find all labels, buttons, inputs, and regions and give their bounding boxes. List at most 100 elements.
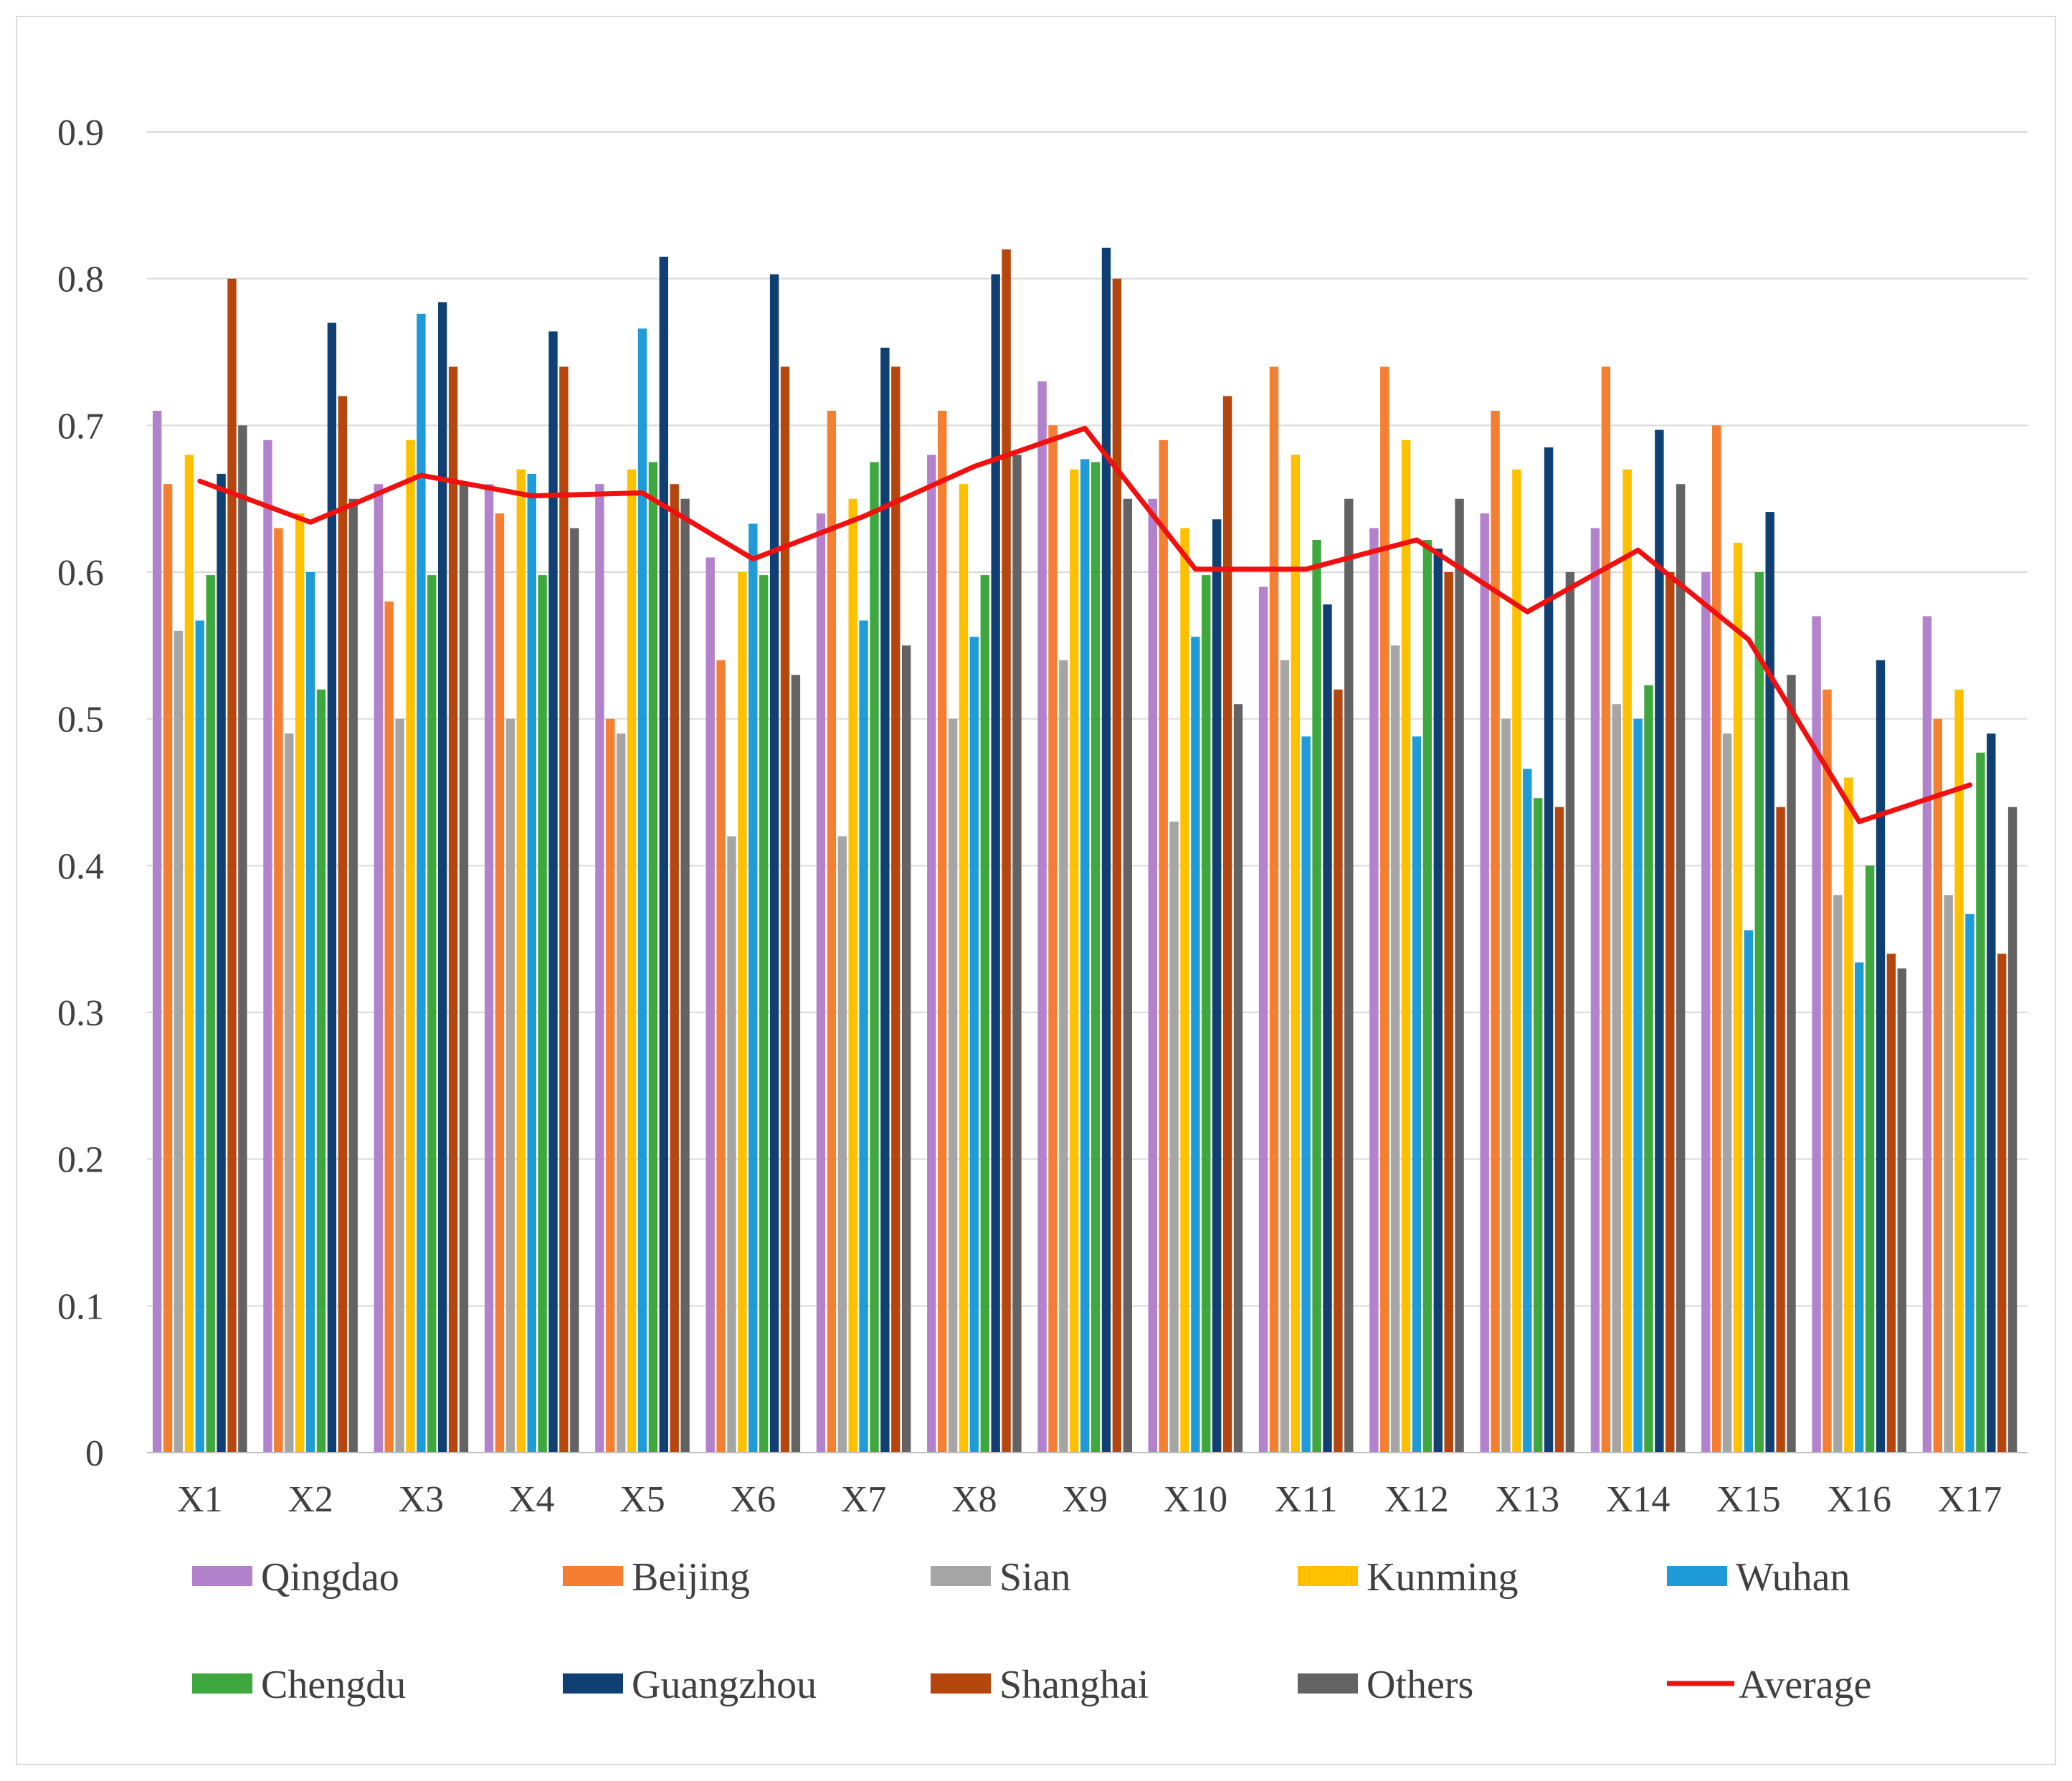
bar-wuhan-x16 [1855, 962, 1864, 1453]
bar-qingdao-x5 [595, 484, 604, 1453]
legend-swatch [931, 1566, 991, 1586]
bar-shanghai-x13 [1554, 807, 1564, 1453]
bar-qingdao-x12 [1369, 528, 1379, 1453]
legend-label: Average [1739, 1663, 1872, 1707]
bar-kunming-x8 [959, 484, 969, 1453]
bar-guangzhou-x2 [327, 323, 337, 1453]
bar-wuhan-x15 [1744, 930, 1754, 1453]
legend-item-chengdu: Chengdu [192, 1663, 406, 1707]
bar-qingdao-x3 [374, 484, 383, 1453]
bar-shanghai-x12 [1444, 572, 1453, 1453]
x-tick-label: X17 [1938, 1479, 2002, 1520]
bar-shanghai-x14 [1665, 572, 1675, 1453]
x-tick-label: X13 [1496, 1479, 1560, 1520]
bar-beijing-x14 [1601, 366, 1611, 1453]
bar-qingdao-x2 [263, 440, 272, 1453]
bar-kunming-x12 [1401, 440, 1411, 1453]
legend-item-average: Average [1667, 1663, 1872, 1707]
bar-kunming-x15 [1733, 543, 1743, 1453]
bar-wuhan-x3 [417, 313, 426, 1453]
bar-qingdao-x14 [1590, 528, 1600, 1453]
bar-qingdao-x1 [153, 410, 162, 1453]
bar-guangzhou-x14 [1655, 429, 1664, 1453]
legend-label: Guangzhou [632, 1663, 817, 1707]
bar-chengdu-x6 [759, 575, 769, 1453]
bar-others-x5 [680, 498, 690, 1453]
bar-kunming-x9 [1070, 469, 1079, 1453]
bar-sian-x6 [727, 836, 736, 1453]
bar-kunming-x4 [516, 469, 526, 1453]
bar-sian-x10 [1169, 821, 1179, 1453]
bar-beijing-x5 [606, 718, 615, 1453]
legend-swatch [192, 1673, 252, 1694]
bar-sian-x1 [174, 630, 184, 1453]
bar-chengdu-x4 [538, 575, 547, 1453]
legend: Qingdao Beijing Sian Kunming Wuhan Chengdu Gua… [192, 1555, 1872, 1707]
bar-kunming-x5 [627, 469, 637, 1453]
bar-shanghai-x16 [1886, 954, 1896, 1453]
x-tick-label: X16 [1827, 1479, 1891, 1520]
bar-shanghai-x7 [891, 366, 900, 1453]
bar-wuhan-x17 [1965, 913, 1974, 1453]
x-tick-label: X12 [1384, 1479, 1449, 1520]
x-tick-label: X7 [841, 1479, 887, 1520]
bar-beijing-x11 [1269, 366, 1279, 1453]
x-tick-label: X10 [1164, 1479, 1228, 1520]
bar-shanghai-x6 [780, 366, 790, 1453]
bar-others-x14 [1676, 484, 1686, 1453]
legend-swatch [563, 1673, 623, 1694]
y-tick-label: 0.3 [57, 993, 104, 1034]
bar-sian-x8 [948, 718, 958, 1453]
bar-beijing-x12 [1380, 366, 1389, 1453]
bar-chengdu-x17 [1976, 752, 1985, 1453]
legend-item-kunming: Kunming [1298, 1555, 1519, 1600]
bar-qingdao-x6 [705, 557, 715, 1453]
bar-chengdu-x3 [427, 575, 437, 1453]
bar-qingdao-x7 [816, 513, 826, 1453]
bar-chengdu-x8 [980, 575, 989, 1453]
bar-wuhan-x1 [195, 620, 204, 1453]
bar-sian-x16 [1833, 895, 1843, 1453]
bar-beijing-x8 [938, 410, 947, 1453]
legend-label: Beijing [632, 1555, 750, 1600]
x-tick-label: X3 [399, 1479, 445, 1520]
legend-item-qingdao: Qingdao [192, 1555, 399, 1600]
bar-beijing-x17 [1933, 718, 1942, 1453]
y-tick-label: 0.8 [57, 260, 104, 300]
bars [153, 247, 2018, 1453]
bar-sian-x15 [1722, 733, 1732, 1453]
bar-beijing-x9 [1048, 425, 1058, 1453]
bar-wuhan-x10 [1191, 637, 1200, 1453]
bar-sian-x9 [1059, 660, 1068, 1453]
x-tick-label: X11 [1275, 1479, 1338, 1520]
x-tick-label: X15 [1716, 1479, 1781, 1520]
bar-kunming-x2 [295, 513, 305, 1453]
bar-beijing-x1 [163, 484, 173, 1453]
bar-kunming-x16 [1844, 777, 1853, 1453]
bar-chengdu-x1 [206, 575, 215, 1453]
legend-item-others: Others [1298, 1663, 1473, 1707]
bar-shanghai-x3 [448, 366, 458, 1453]
bar-qingdao-x8 [927, 455, 936, 1453]
x-tick-label: X4 [509, 1479, 555, 1520]
bar-shanghai-x8 [1002, 249, 1011, 1453]
bar-beijing-x4 [495, 513, 505, 1453]
average-line-layer [197, 425, 1972, 825]
legend-swatch [563, 1566, 623, 1586]
bar-wuhan-x8 [969, 637, 979, 1453]
bar-guangzhou-x16 [1876, 660, 1886, 1453]
bar-qingdao-x10 [1148, 498, 1157, 1453]
x-tick-label: X8 [951, 1479, 997, 1520]
bar-shanghai-x11 [1334, 689, 1343, 1453]
bar-chengdu-x16 [1865, 865, 1875, 1453]
x-tick-label: X5 [619, 1479, 665, 1520]
bar-kunming-x6 [738, 572, 747, 1453]
y-tick-label: 0.9 [57, 113, 104, 153]
bar-beijing-x16 [1822, 689, 1832, 1453]
axes: 0 0.1 0.2 0.3 0.4 0.5 0.6 0.7 0.8 0.9 X1 X2 X3 X4 X5 X6… [57, 113, 2028, 1520]
bar-sian-x4 [505, 718, 515, 1453]
bar-shanghai-x2 [338, 396, 347, 1453]
bar-shanghai-x10 [1222, 396, 1232, 1453]
bar-sian-x3 [395, 718, 404, 1453]
